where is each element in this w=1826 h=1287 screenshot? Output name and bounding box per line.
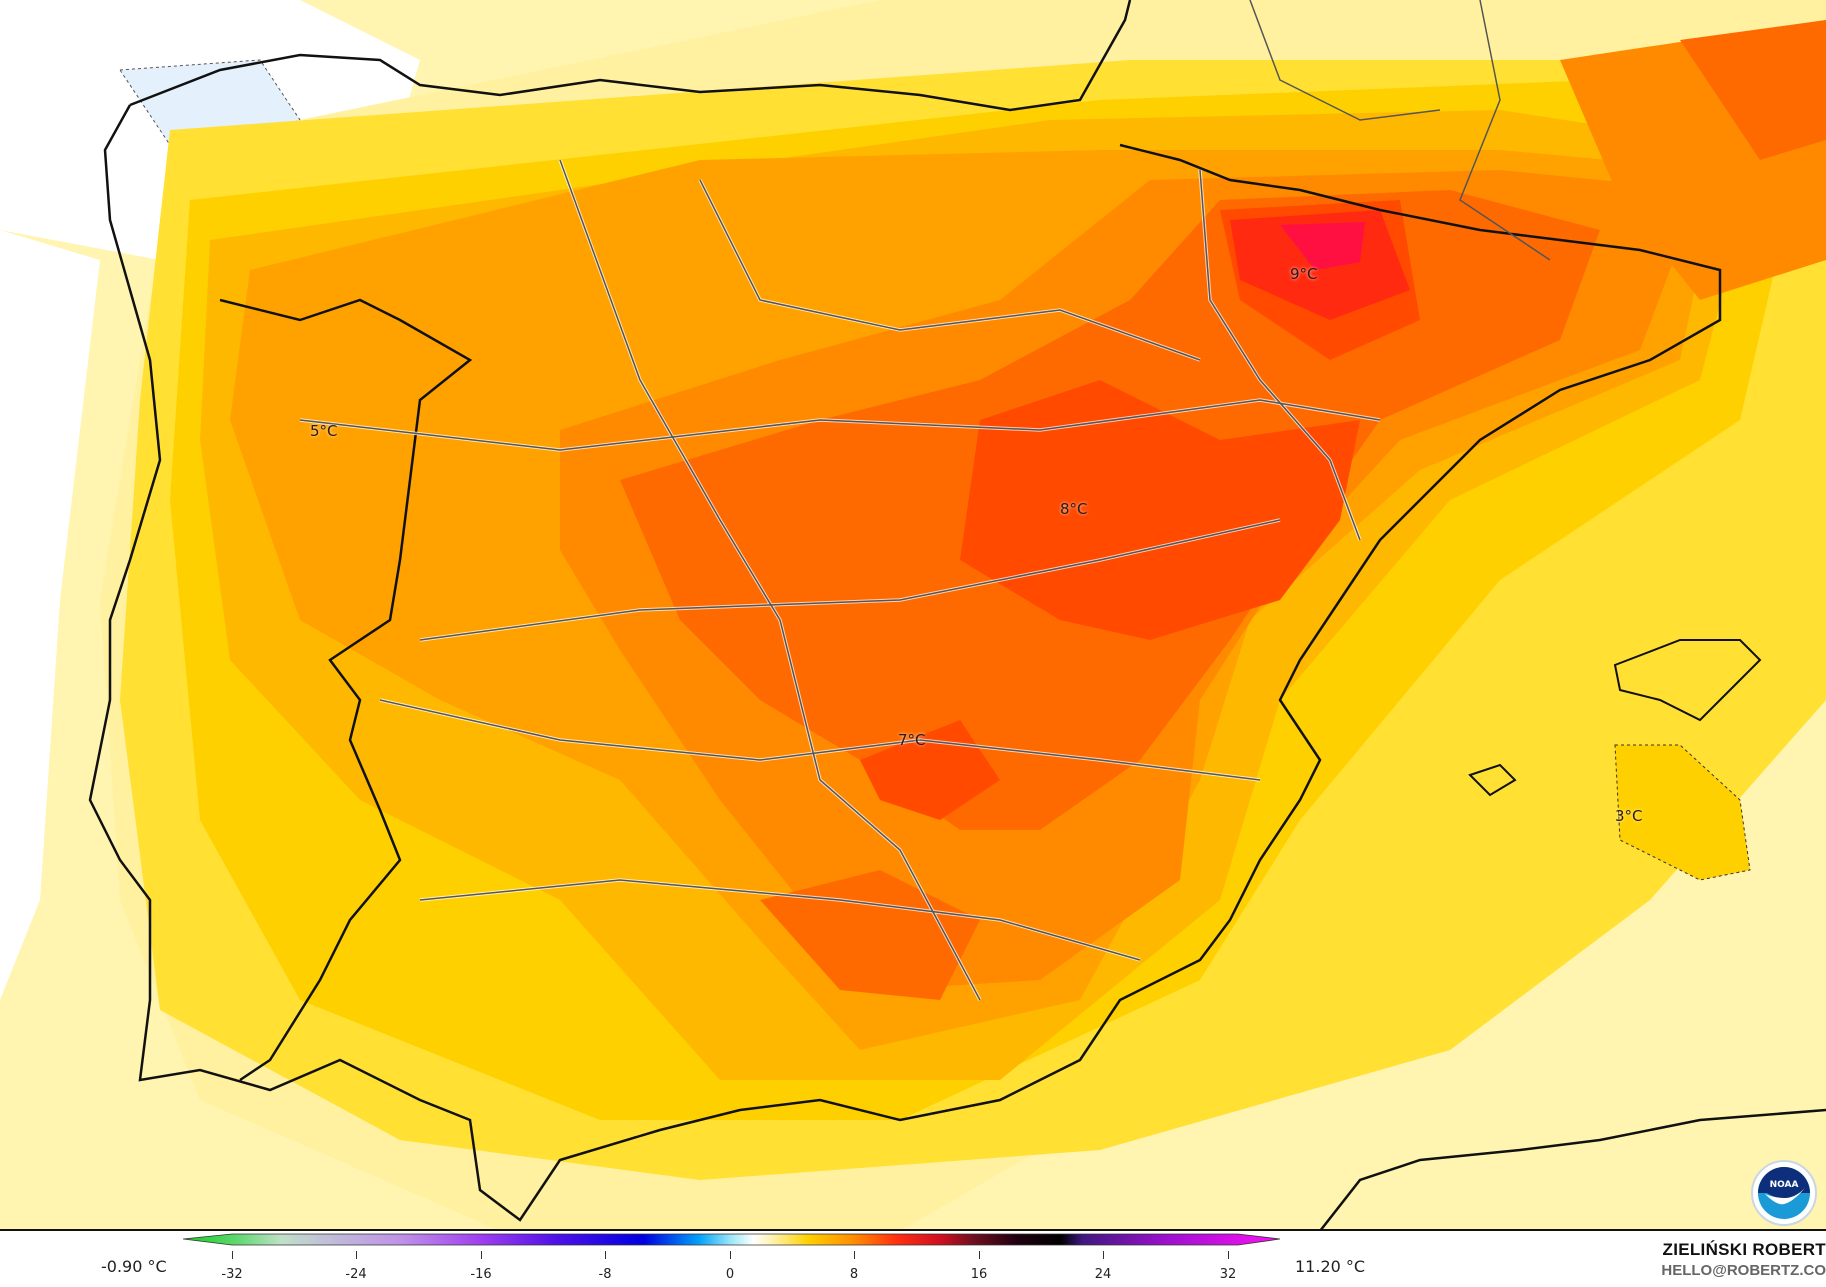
legend-tick: 24 bbox=[1094, 1267, 1112, 1282]
legend-tick: 0 bbox=[725, 1267, 735, 1282]
legend-tick: 8 bbox=[849, 1267, 859, 1282]
legend-tick: -24 bbox=[345, 1267, 367, 1282]
noaa-logo-icon: NOAA bbox=[1751, 1160, 1817, 1226]
legend-tick: 32 bbox=[1219, 1267, 1237, 1282]
temp-label-8c: 8°C bbox=[1060, 500, 1088, 518]
author-name: ZIELIŃSKI ROBERT bbox=[1662, 1240, 1826, 1259]
temp-label-3c: 3°C bbox=[1615, 807, 1643, 825]
legend-max-value: 11.20 °C bbox=[1295, 1257, 1366, 1276]
temperature-map[interactable]: 9°C 8°C 7°C 5°C 3°C NOAA bbox=[0, 0, 1826, 1231]
legend-min-value: -0.90 °C bbox=[101, 1257, 167, 1276]
temp-label-5c: 5°C bbox=[310, 422, 338, 440]
author-email: HELLO@ROBERTZ.CO bbox=[1661, 1262, 1826, 1279]
map-canvas bbox=[0, 0, 1826, 1229]
legend-tick: 16 bbox=[970, 1267, 988, 1282]
colorbar bbox=[182, 1233, 1281, 1246]
color-legend: -0.90 °C bbox=[0, 1231, 1826, 1287]
legend-tick: -32 bbox=[221, 1267, 243, 1282]
svg-text:NOAA: NOAA bbox=[1770, 1180, 1799, 1190]
temp-label-9c: 9°C bbox=[1290, 265, 1318, 283]
temp-label-7c: 7°C bbox=[898, 731, 926, 749]
legend-tick: -16 bbox=[470, 1267, 492, 1282]
legend-tick: -8 bbox=[598, 1267, 612, 1282]
